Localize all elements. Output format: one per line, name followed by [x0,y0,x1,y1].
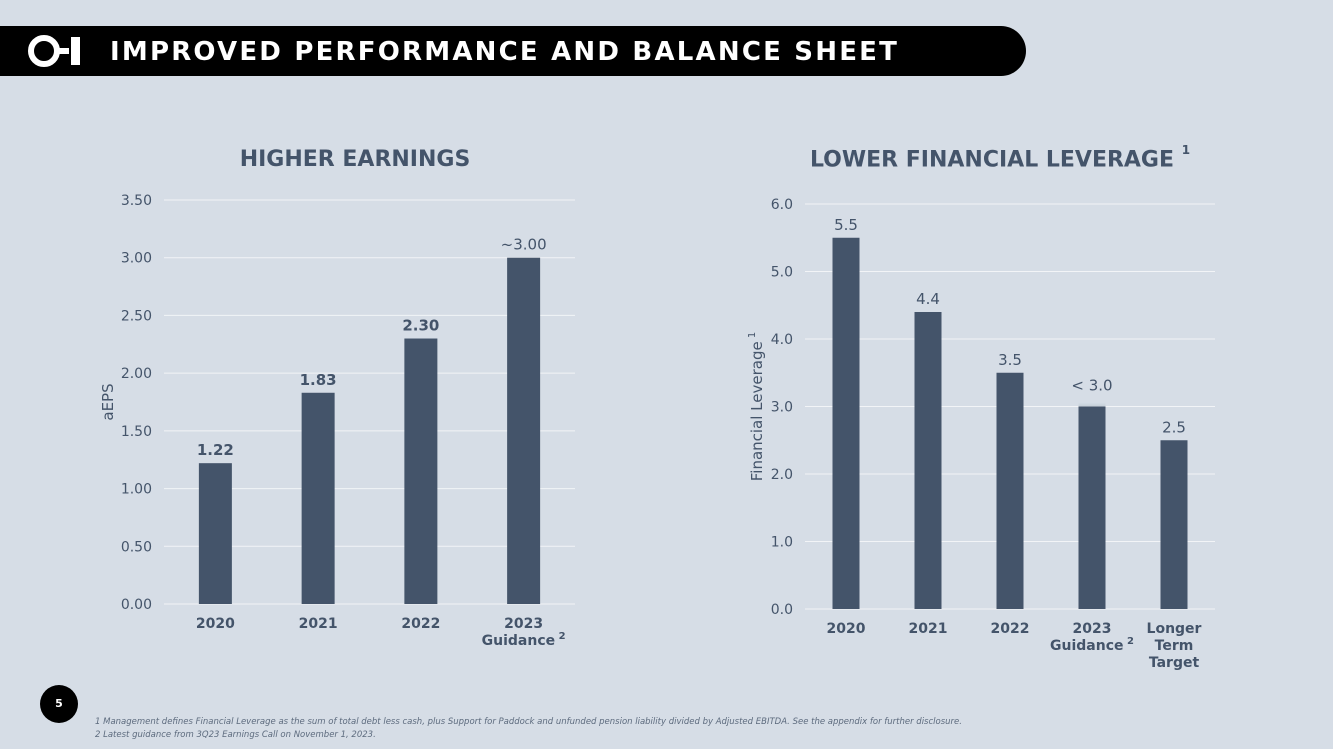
y-tick-label: 2.00 [121,366,152,382]
bar [301,392,335,604]
y-tick-label: 5.0 [771,265,793,281]
bar [1160,440,1188,609]
data-label: 4.4 [916,290,940,308]
bar [832,237,860,609]
oi-logo-icon [28,35,80,67]
bar [507,257,541,604]
chart-title-text: LOWER FINANCIAL LEVERAGE [809,147,1175,173]
chart-title-leverage: LOWER FINANCIAL LEVERAGE 1 [770,143,1230,173]
footnote-2: 2 Latest guidance from 3Q23 Earnings Cal… [95,730,376,740]
y-tick-label: 0.50 [121,539,152,555]
x-tick-label: Target [1149,655,1200,671]
x-tick-label: 2020 [827,621,866,637]
chart-title-earnings: HIGHER EARNINGS [170,147,540,172]
x-tick-label: 2020 [196,616,235,632]
bar [404,338,438,604]
data-label: 5.5 [834,216,858,234]
footnote-1: 1 Management defines Financial Leverage … [95,717,962,727]
data-label: < 3.0 [1071,377,1112,395]
data-label: 3.5 [998,351,1022,369]
footnotes: 1 Management defines Financial Leverage … [95,716,962,742]
page-title: IMPROVED PERFORMANCE AND BALANCE SHEET [110,37,900,67]
y-tick-label: 3.00 [121,251,152,267]
header-bar: IMPROVED PERFORMANCE AND BALANCE SHEET [0,26,1026,76]
x-tick-label: 2022 [401,616,440,632]
x-tick-label: 2023 [504,616,543,632]
data-label: 2.30 [402,317,439,335]
x-tick-label: 2021 [909,621,948,637]
x-tick-label: Guidance 2 [1050,636,1134,654]
y-tick-label: 1.50 [121,424,152,440]
y-tick-label: 1.0 [771,535,793,551]
y-tick-label: 1.00 [121,482,152,498]
y-tick-label: 6.0 [771,197,793,213]
bar [996,372,1024,609]
x-tick-footnote: 2 [1124,636,1134,647]
x-tick-label: Longer [1147,621,1202,637]
bar [198,463,232,604]
data-label: 2.5 [1162,418,1186,436]
page-number-badge: 5 [40,685,78,723]
y-tick-label: 3.50 [121,193,152,209]
bar [1078,406,1106,609]
data-label: 1.22 [197,441,234,459]
y-tick-label: 4.0 [771,332,793,348]
y-tick-label: 2.50 [121,308,152,324]
x-tick-label: 2023 [1073,621,1112,637]
bar-fade-cap [1078,402,1106,407]
y-tick-label: 0.00 [121,597,152,613]
data-label: 1.83 [300,371,337,389]
bar [914,312,942,609]
x-tick-label: 2021 [299,616,338,632]
data-label: ~3.00 [501,236,547,254]
y-axis-label: aEPS [99,383,117,420]
y-axis-label-footnote: 1 [747,332,758,342]
x-tick-label: Term [1155,638,1194,654]
y-tick-label: 2.0 [771,467,793,483]
y-tick-label: 3.0 [771,400,793,416]
chart-title-footnote: 1 [1181,143,1191,157]
x-tick-label: Guidance 2 [482,631,566,649]
chart-title-text: HIGHER EARNINGS [239,147,471,172]
y-tick-label: 0.0 [771,602,793,618]
y-axis-label: Financial Leverage 1 [747,332,766,482]
x-tick-footnote: 2 [555,631,565,642]
x-tick-label: 2022 [991,621,1030,637]
